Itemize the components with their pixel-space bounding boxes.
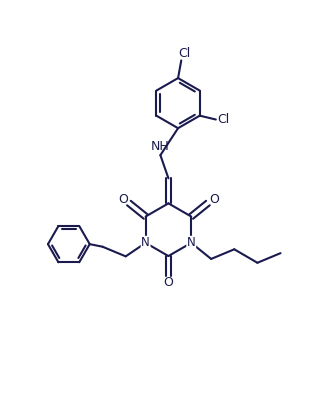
Text: N: N — [187, 236, 196, 249]
Text: NH: NH — [151, 140, 170, 153]
Text: N: N — [141, 236, 150, 249]
Text: O: O — [118, 193, 128, 206]
Text: O: O — [209, 193, 219, 206]
Text: Cl: Cl — [217, 113, 230, 126]
Text: O: O — [164, 276, 173, 289]
Text: Cl: Cl — [178, 47, 191, 60]
